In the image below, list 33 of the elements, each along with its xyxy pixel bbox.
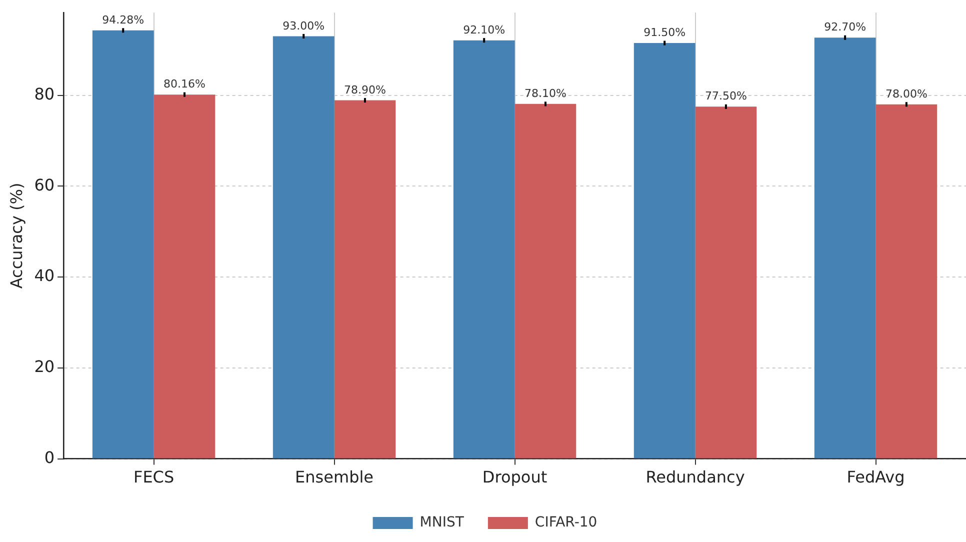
x-tick-label: Dropout	[482, 468, 548, 487]
data-label: 80.16%	[164, 78, 206, 91]
bar	[453, 40, 515, 458]
data-label: 78.90%	[344, 83, 386, 96]
bar	[695, 106, 757, 458]
bar	[334, 100, 396, 458]
data-label: 78.10%	[524, 87, 566, 100]
y-tick-label: 20	[34, 357, 55, 376]
data-label: 94.28%	[102, 14, 144, 26]
data-label: 91.50%	[644, 26, 686, 40]
x-tick-label: Ensemble	[295, 468, 374, 487]
bar	[514, 104, 576, 458]
x-tick-label: Redundancy	[646, 468, 745, 487]
y-tick-label: 60	[34, 175, 55, 194]
data-label: 93.00%	[282, 19, 325, 32]
bar	[154, 94, 216, 458]
bar	[814, 38, 876, 458]
bar	[92, 30, 154, 458]
data-label: 78.00%	[885, 87, 928, 100]
y-tick-label: 0	[44, 448, 55, 467]
y-tick-label: 40	[34, 266, 55, 286]
data-label: 92.70%	[824, 20, 866, 34]
legend-label: MNIST	[420, 514, 464, 531]
y-axis-title: Accuracy (%)	[6, 182, 26, 289]
bar	[634, 43, 696, 458]
bar	[272, 36, 334, 458]
bar	[876, 104, 938, 458]
data-label: 92.10%	[463, 23, 506, 36]
data-label: 77.50%	[704, 90, 747, 103]
x-tick-label: FedAvg	[846, 468, 905, 487]
legend-label: CIFAR-10	[534, 514, 598, 531]
x-tick-label: FECS	[133, 468, 174, 487]
y-tick-label: 80	[34, 84, 55, 104]
